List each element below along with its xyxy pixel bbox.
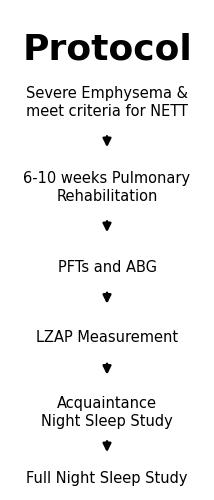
Text: LZAP Measurement: LZAP Measurement bbox=[36, 330, 178, 345]
Text: 6-10 weeks Pulmonary
Rehabilitation: 6-10 weeks Pulmonary Rehabilitation bbox=[24, 170, 190, 204]
Text: Protocol: Protocol bbox=[22, 32, 192, 66]
Text: PFTs and ABG: PFTs and ABG bbox=[58, 260, 156, 275]
Text: Severe Emphysema &
meet criteria for NETT: Severe Emphysema & meet criteria for NET… bbox=[26, 86, 188, 119]
Text: Full Night Sleep Study: Full Night Sleep Study bbox=[26, 472, 188, 486]
Text: Acquaintance
Night Sleep Study: Acquaintance Night Sleep Study bbox=[41, 396, 173, 430]
